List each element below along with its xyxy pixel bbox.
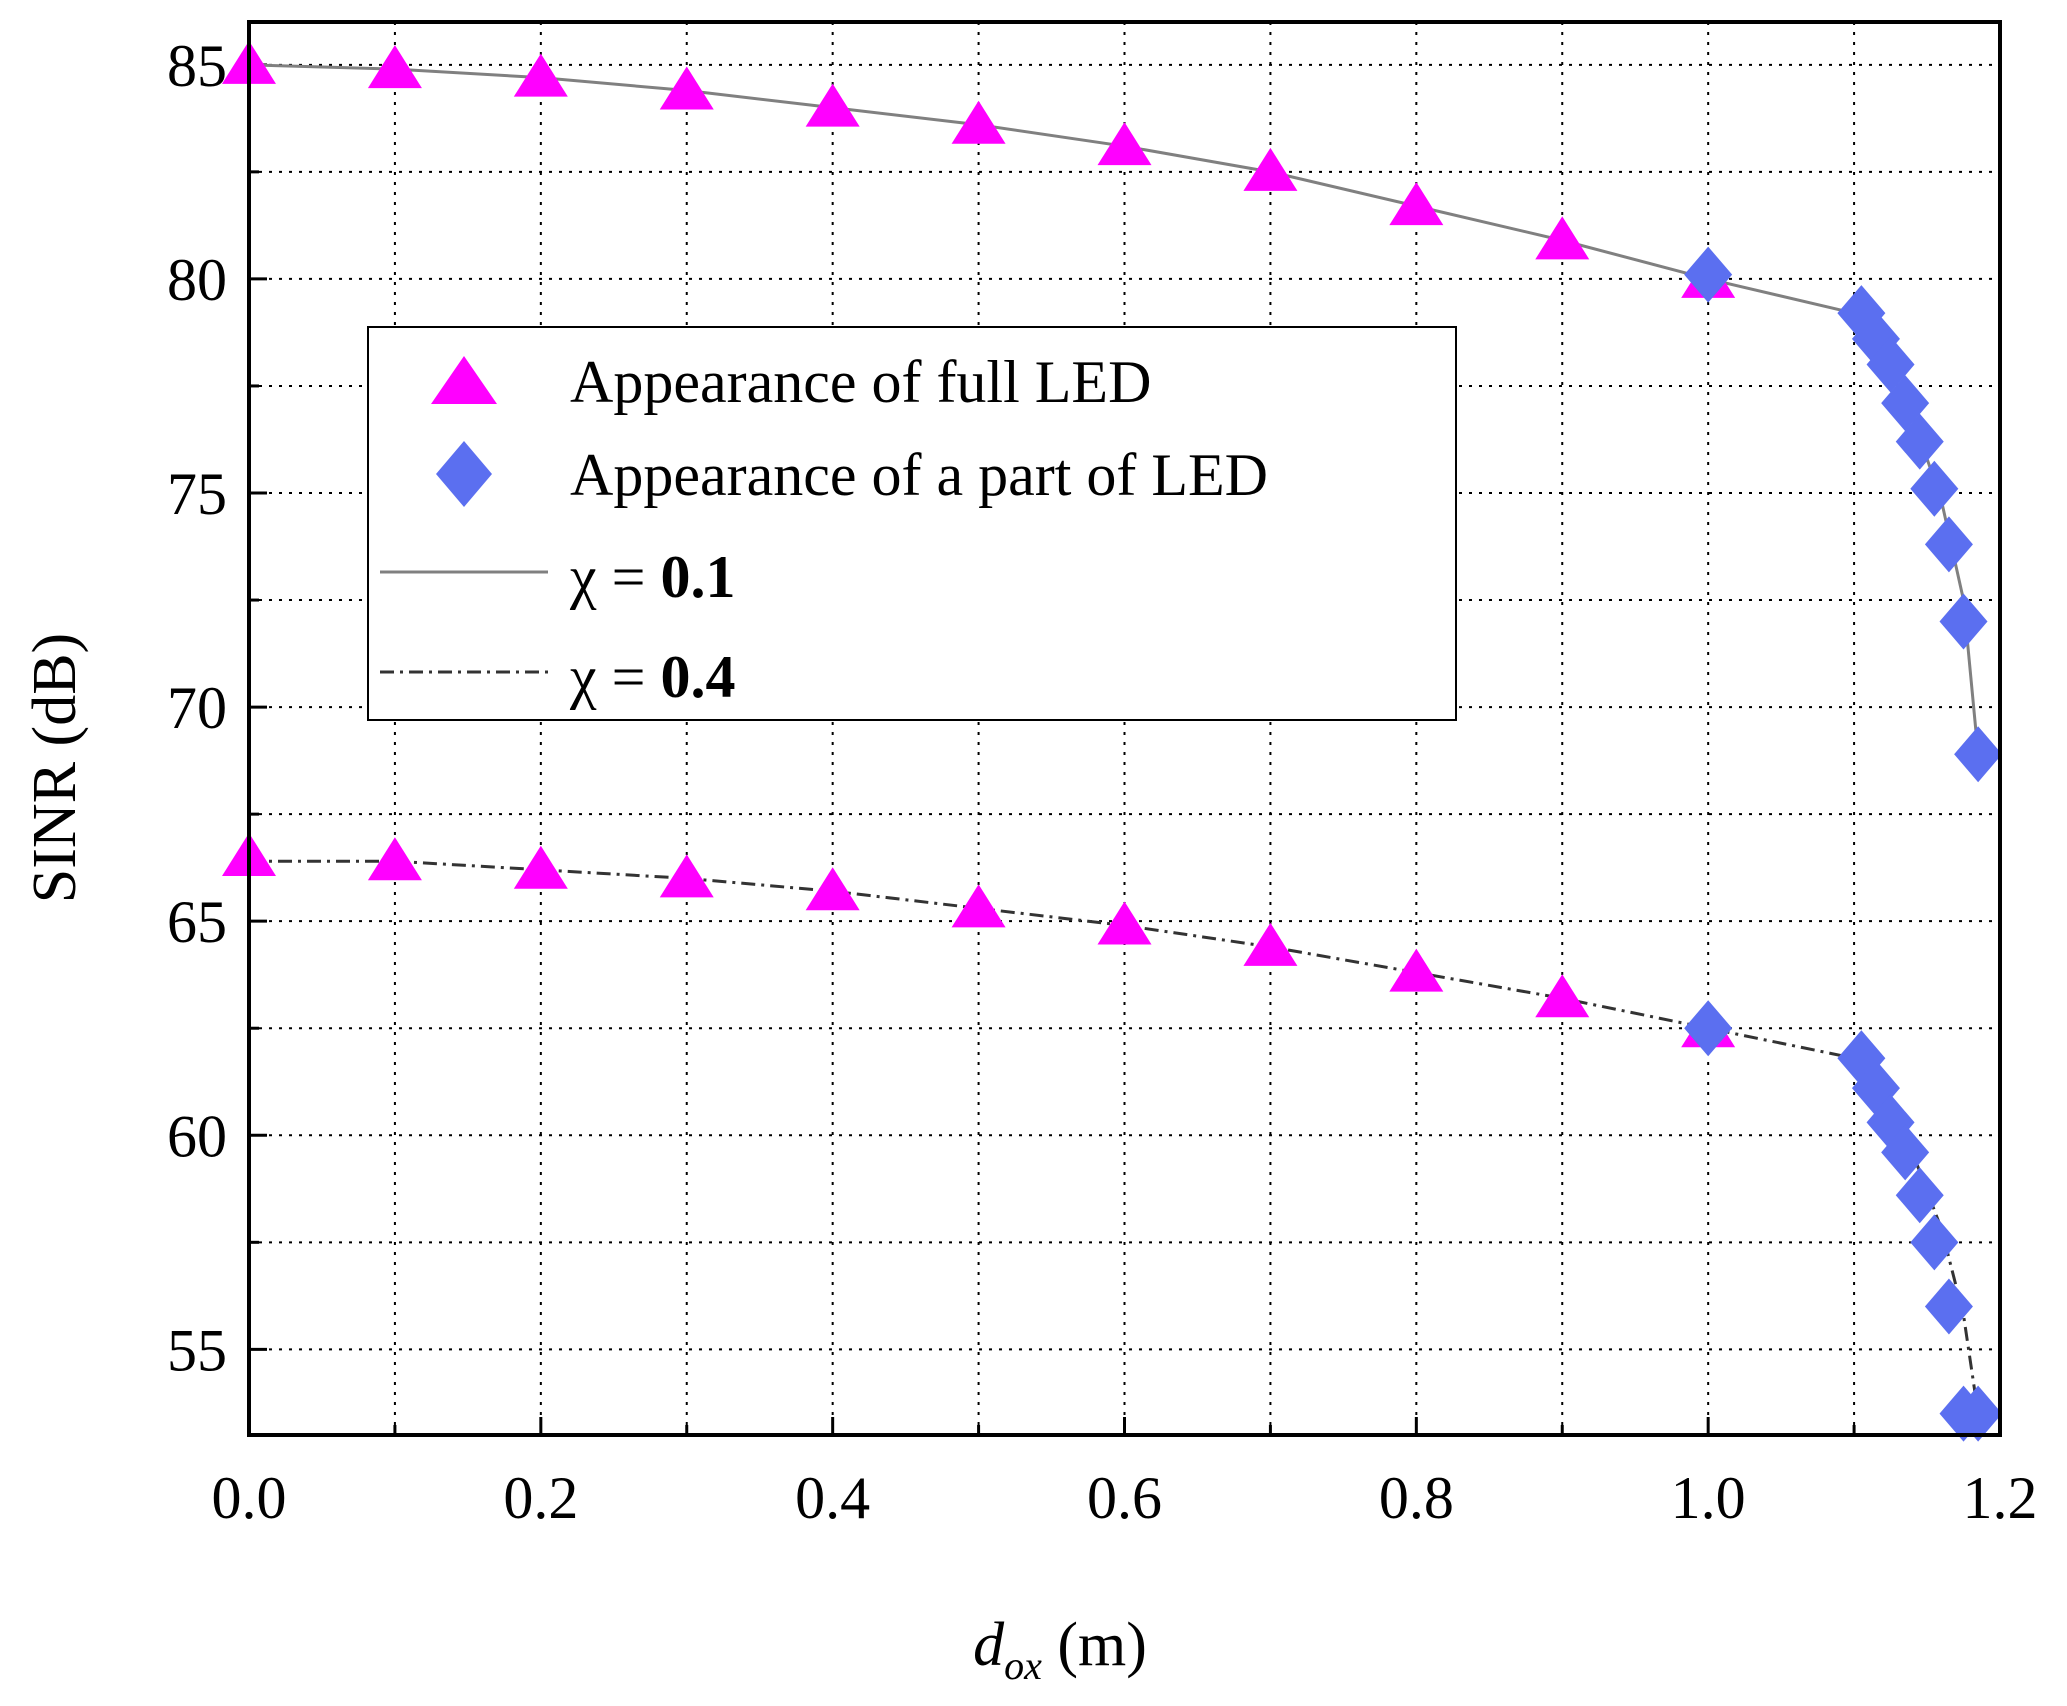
y-tick-label: 80 xyxy=(167,247,227,313)
triangle-marker xyxy=(1243,147,1298,191)
legend-chi-value: 0.1 xyxy=(660,544,735,610)
triangle-marker xyxy=(951,884,1006,928)
axis-ticks xyxy=(247,63,2002,1435)
legend-chi-symbol: χ xyxy=(569,544,597,610)
tick-labels: 0.0 0.2 0.4 0.6 0.8 1.0 1.2 55 60 65 70 75 80 85 xyxy=(167,33,2038,1531)
triangle-marker xyxy=(659,66,714,110)
x-axis-label: dox (m) xyxy=(973,1611,1147,1688)
triangle-marker xyxy=(1097,901,1152,945)
legend-label-part-led: Appearance of a part of LED xyxy=(570,442,1268,508)
y-tick-label: 55 xyxy=(167,1317,227,1383)
legend-chi-symbol: χ xyxy=(569,644,597,710)
x-tick-label: 0.8 xyxy=(1379,1465,1454,1531)
y-tick-label: 60 xyxy=(167,1103,227,1169)
markers xyxy=(222,40,2003,1442)
triangle-marker xyxy=(513,53,568,97)
plot-frame xyxy=(247,20,2002,1437)
triangle-marker xyxy=(1389,182,1444,226)
triangle-marker xyxy=(367,45,422,89)
legend-box xyxy=(367,326,1457,721)
legend-label-chi-04: χ = 0.4 xyxy=(569,644,735,710)
x-tick-label: 0.6 xyxy=(1087,1465,1162,1531)
legend-diamond-marker xyxy=(436,441,492,507)
y-axis-label: SINR (dB) xyxy=(21,633,89,903)
triangle-marker xyxy=(1535,216,1590,260)
diamond-marker xyxy=(1895,413,1944,470)
triangle-marker xyxy=(1097,122,1152,166)
triangle-marker xyxy=(1535,974,1590,1018)
diamond-marker xyxy=(1684,246,1733,303)
x-axis-label-main: d xyxy=(973,1611,1005,1679)
diamond-marker xyxy=(1881,1124,1930,1181)
x-tick-label: 1.0 xyxy=(1671,1465,1746,1531)
x-tick-label: 0.4 xyxy=(795,1465,870,1531)
diamond-marker xyxy=(1924,1278,1973,1335)
grid xyxy=(249,22,2000,1435)
curve-chi-0-4 xyxy=(249,859,1980,1414)
triangle-marker xyxy=(1389,948,1444,992)
triangle-marker xyxy=(805,83,860,127)
diamond-marker xyxy=(1684,1000,1733,1057)
y-tick-label: 75 xyxy=(167,461,227,527)
triangle-marker xyxy=(805,867,860,911)
y-tick-label: 70 xyxy=(167,675,227,741)
triangle-marker xyxy=(513,845,568,889)
legend-chi-value: 0.4 xyxy=(660,644,735,710)
triangle-marker xyxy=(1243,922,1298,966)
diamond-marker xyxy=(1939,593,1988,650)
x-axis-label-unit: (m) xyxy=(1042,1611,1147,1679)
triangle-marker xyxy=(951,100,1006,144)
x-tick-label: 0.2 xyxy=(503,1465,578,1531)
legend-label-full-led: Appearance of full LED xyxy=(570,349,1151,415)
diamond-marker xyxy=(1895,1167,1944,1224)
diamond-marker xyxy=(1924,516,1973,573)
triangle-marker xyxy=(659,854,714,898)
x-tick-label: 0.0 xyxy=(212,1465,287,1531)
legend-equals: = xyxy=(597,544,661,610)
y-tick-label: 85 xyxy=(167,33,227,99)
x-axis-label-subscript: ox xyxy=(1004,1643,1042,1688)
diamond-marker xyxy=(1910,1214,1959,1271)
legend-label-chi-01: χ = 0.1 xyxy=(569,544,735,610)
diamond-marker xyxy=(1954,726,2003,783)
diamond-marker xyxy=(1954,1385,2003,1442)
legend-triangle-marker xyxy=(431,356,497,404)
x-tick-label: 1.2 xyxy=(1963,1465,2038,1531)
legend: Appearance of full LED Appearance of a p… xyxy=(367,326,1457,721)
y-tick-label: 65 xyxy=(167,889,227,955)
diamond-marker xyxy=(1910,460,1959,517)
triangle-marker xyxy=(367,837,422,881)
legend-equals: = xyxy=(597,644,661,710)
